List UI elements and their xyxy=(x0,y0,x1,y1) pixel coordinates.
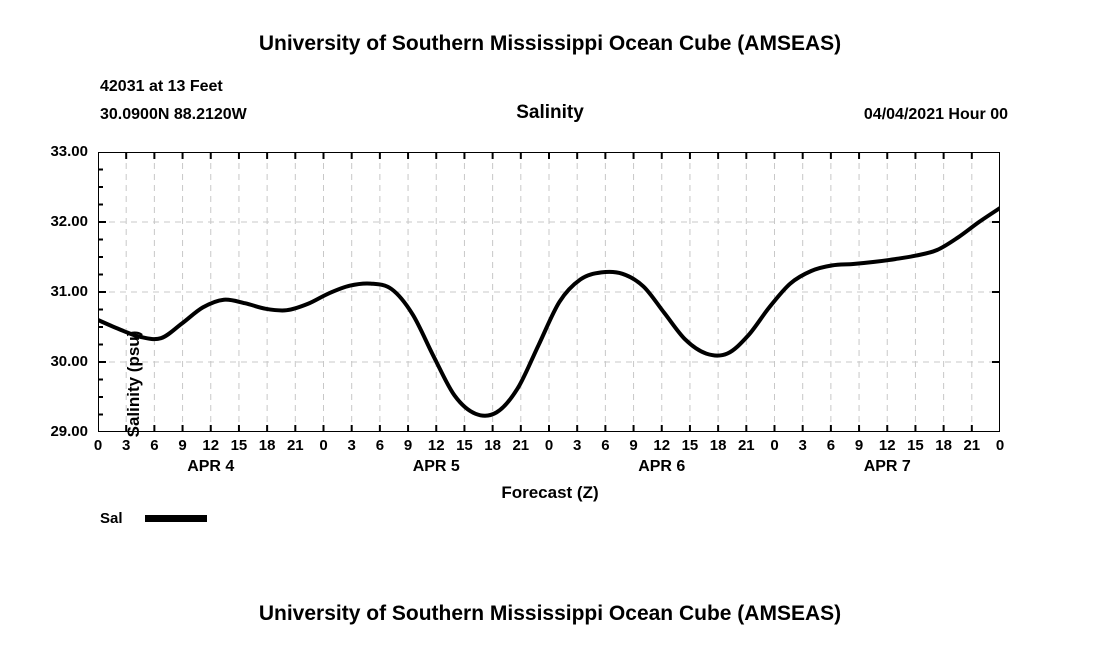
salinity-line-chart xyxy=(98,152,1000,432)
x-tick-label: 15 xyxy=(456,437,473,454)
x-tick-label: 15 xyxy=(907,437,924,454)
page-title-top: University of Southern Mississippi Ocean… xyxy=(258,32,842,55)
vertical-gridlines xyxy=(125,152,973,432)
x-tick-label: 3 xyxy=(573,437,582,454)
x-tick-label: 18 xyxy=(709,437,727,454)
x-day-label: APR 7 xyxy=(863,458,911,475)
x-day-label: APR 6 xyxy=(638,458,686,475)
x-tick-label: 12 xyxy=(202,437,220,454)
x-tick-label: 21 xyxy=(286,437,304,454)
x-tick-label: 3 xyxy=(347,437,356,454)
x-tick-label: 3 xyxy=(798,437,807,454)
legend-swatch-sal xyxy=(144,515,207,522)
x-tick-label: 0 xyxy=(319,437,328,454)
x-day-label: APR 4 xyxy=(187,458,235,475)
x-tick-label: 12 xyxy=(878,437,896,454)
salinity-series-line xyxy=(98,206,1000,418)
station-label: 42031 at 13 Feet xyxy=(100,78,223,95)
x-tick-label: 0 xyxy=(995,437,1005,454)
y-axis-title: Salinity (psu) xyxy=(124,330,143,438)
y-tick-label: 29.00 xyxy=(50,423,88,440)
x-tick-label: 21 xyxy=(512,437,530,454)
axis-ticks xyxy=(98,152,1000,432)
x-day-label: APR 5 xyxy=(412,458,460,475)
x-tick-label: 15 xyxy=(230,437,248,454)
page-title-bottom: University of Southern Mississippi Ocean… xyxy=(258,602,842,625)
y-tick-label: 33.00 xyxy=(50,143,88,160)
legend-label-sal: Sal xyxy=(100,510,123,527)
y-tick-label: 31.00 xyxy=(50,283,88,300)
y-tick-label: 32.00 xyxy=(50,213,88,230)
y-tick-label: 30.00 xyxy=(50,353,88,370)
x-tick-label: 21 xyxy=(963,437,981,454)
x-tick-label: 6 xyxy=(150,437,159,454)
x-tick-label: 18 xyxy=(484,437,501,454)
x-tick-label: 6 xyxy=(601,437,610,454)
x-tick-label: 12 xyxy=(427,437,445,454)
x-tick-label: 9 xyxy=(854,437,864,454)
plot-area: Salinity (psu) xyxy=(98,152,1000,437)
model-run-label: 04/04/2021 Hour 00 xyxy=(863,106,1008,123)
x-tick-label: 9 xyxy=(629,437,638,454)
x-axis-title: Forecast (Z) xyxy=(501,483,599,502)
x-tick-label: 15 xyxy=(681,437,699,454)
x-tick-label: 6 xyxy=(375,437,385,454)
x-tick-label: 18 xyxy=(935,437,952,454)
x-tick-label: 0 xyxy=(544,437,554,454)
x-tick-label: 6 xyxy=(826,437,836,454)
x-tick-label: 9 xyxy=(178,437,187,454)
x-tick-label: 3 xyxy=(122,437,131,454)
horizontal-gridlines xyxy=(98,221,1000,363)
chart-title: Salinity xyxy=(516,102,584,123)
x-tick-label: 0 xyxy=(93,437,103,454)
x-tick-label: 9 xyxy=(403,437,413,454)
x-tick-label: 12 xyxy=(653,437,671,454)
x-tick-label: 18 xyxy=(258,437,276,454)
legend: Sal xyxy=(100,510,207,527)
x-tick-label: 0 xyxy=(770,437,779,454)
coordinates-label: 30.0900N 88.2120W xyxy=(100,106,247,123)
x-tick-label: 21 xyxy=(737,437,755,454)
